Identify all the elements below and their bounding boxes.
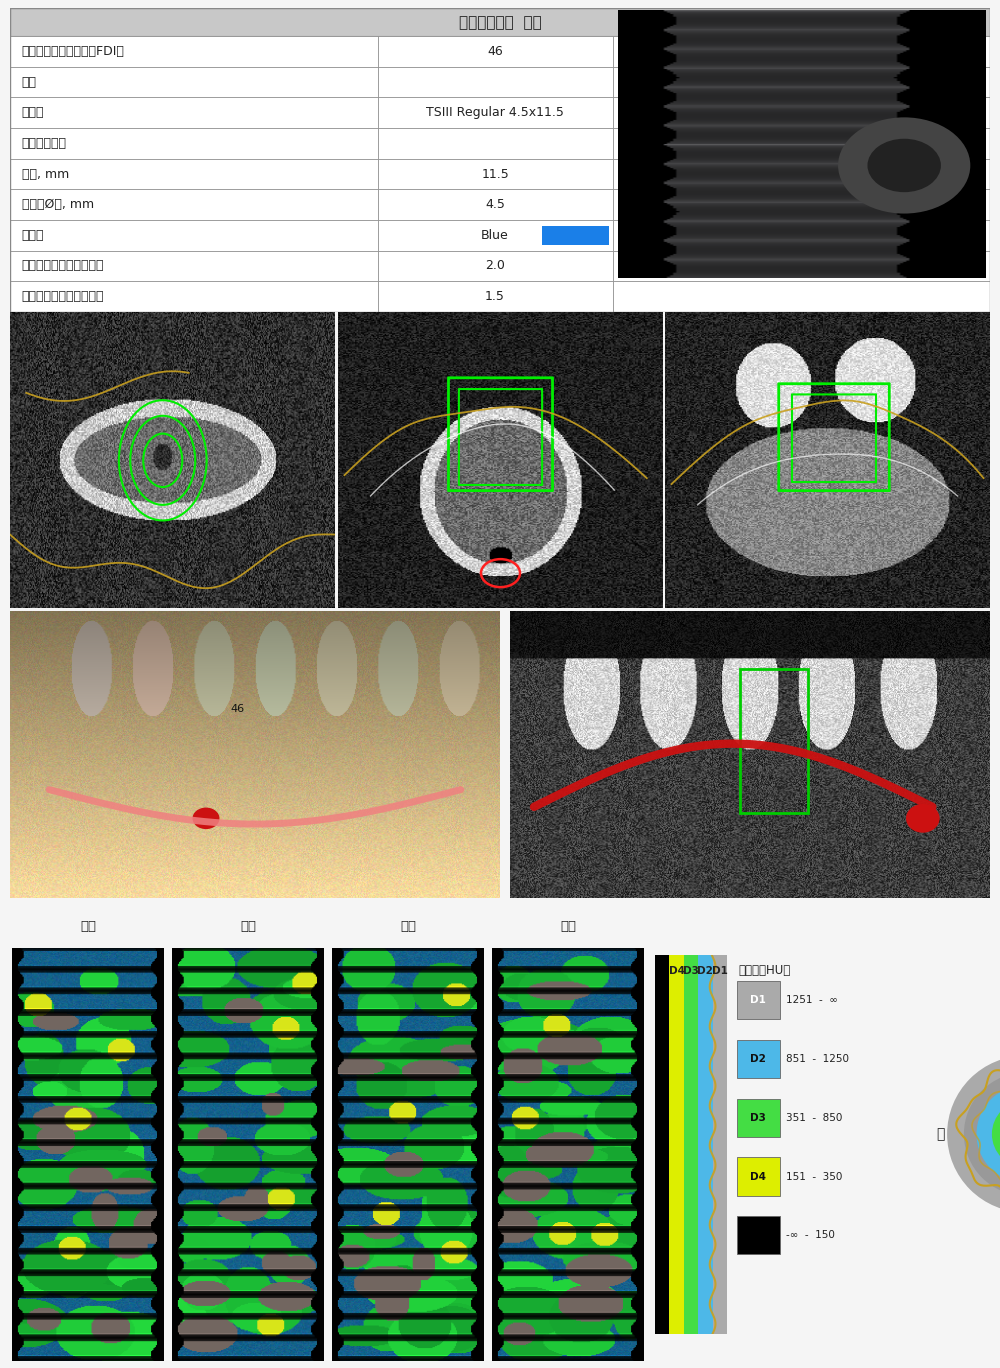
Text: 351  -  850: 351 - 850 bbox=[786, 1112, 842, 1123]
Text: 製作: 製作 bbox=[22, 75, 37, 89]
Ellipse shape bbox=[906, 804, 940, 833]
Text: 近心: 近心 bbox=[240, 921, 256, 933]
Bar bbox=[613, 189, 990, 220]
Bar bbox=[378, 97, 613, 129]
Bar bbox=[378, 159, 613, 189]
Bar bbox=[737, 1040, 780, 1078]
Text: D3: D3 bbox=[750, 1112, 766, 1123]
Bar bbox=[10, 159, 378, 189]
Text: D2: D2 bbox=[750, 1055, 766, 1064]
Text: オーダー番号: オーダー番号 bbox=[22, 137, 67, 150]
Text: D3: D3 bbox=[683, 966, 699, 977]
Bar bbox=[378, 67, 613, 97]
Circle shape bbox=[947, 1056, 1000, 1212]
Text: カラー: カラー bbox=[22, 228, 44, 242]
Text: 直径（Ø）, mm: 直径（Ø）, mm bbox=[22, 198, 94, 211]
Text: D4: D4 bbox=[750, 1171, 766, 1182]
Bar bbox=[378, 189, 613, 220]
Text: 1251  -  ∞: 1251 - ∞ bbox=[786, 996, 838, 1005]
Bar bbox=[613, 129, 990, 159]
Bar bbox=[713, 955, 727, 1334]
Bar bbox=[684, 955, 698, 1334]
Bar bbox=[613, 220, 990, 250]
Text: D1: D1 bbox=[712, 966, 728, 977]
Bar bbox=[613, 67, 990, 97]
Text: D4: D4 bbox=[669, 966, 685, 977]
Text: 11.5: 11.5 bbox=[481, 167, 509, 181]
Text: インプラントの位置（FDI）: インプラントの位置（FDI） bbox=[22, 45, 125, 57]
Bar bbox=[10, 8, 990, 36]
Text: -∞  -  150: -∞ - 150 bbox=[786, 1230, 835, 1241]
Text: 颌側: 颌側 bbox=[80, 921, 96, 933]
Bar bbox=[10, 129, 378, 159]
Bar bbox=[613, 97, 990, 129]
Text: 安全ゾーン「半径距離」: 安全ゾーン「半径距離」 bbox=[22, 290, 104, 304]
Bar bbox=[10, 282, 378, 312]
Text: インプラント  情報: インプラント 情報 bbox=[459, 15, 541, 30]
Bar bbox=[737, 1099, 780, 1137]
Bar bbox=[378, 220, 613, 250]
Text: 851  -  1250: 851 - 1250 bbox=[786, 1055, 849, 1064]
Bar bbox=[10, 250, 378, 282]
Bar bbox=[737, 1216, 780, 1254]
Bar bbox=[655, 955, 669, 1334]
Circle shape bbox=[964, 1073, 1000, 1196]
Bar bbox=[10, 67, 378, 97]
Bar bbox=[10, 36, 378, 67]
Text: 長さ, mm: 長さ, mm bbox=[22, 167, 69, 181]
Bar bbox=[542, 226, 609, 245]
Text: 1.5: 1.5 bbox=[485, 290, 505, 304]
Text: 安全ゾーン「先端距離」: 安全ゾーン「先端距離」 bbox=[22, 260, 104, 272]
Circle shape bbox=[838, 118, 970, 213]
Text: 舌側: 舌側 bbox=[400, 921, 416, 933]
Bar bbox=[613, 36, 990, 67]
Bar bbox=[10, 220, 378, 250]
Circle shape bbox=[867, 138, 941, 192]
Bar bbox=[698, 955, 713, 1334]
Text: タイプ: タイプ bbox=[22, 107, 44, 119]
Text: 46: 46 bbox=[230, 705, 245, 714]
Text: Blue: Blue bbox=[481, 228, 509, 242]
Bar bbox=[613, 159, 990, 189]
Text: TSIII Regular 4.5x11.5: TSIII Regular 4.5x11.5 bbox=[426, 107, 564, 119]
Bar bbox=[10, 189, 378, 220]
Text: 骨密度（HU）: 骨密度（HU） bbox=[739, 964, 791, 977]
Circle shape bbox=[992, 1100, 1000, 1168]
Ellipse shape bbox=[193, 807, 219, 829]
Bar bbox=[613, 282, 990, 312]
Text: 46: 46 bbox=[487, 45, 503, 57]
Bar bbox=[737, 1157, 780, 1196]
Text: 151  -  350: 151 - 350 bbox=[786, 1171, 842, 1182]
Circle shape bbox=[976, 1085, 1000, 1183]
Text: 遠心: 遠心 bbox=[560, 921, 576, 933]
Text: 近: 近 bbox=[936, 1127, 944, 1141]
Bar bbox=[10, 97, 378, 129]
Bar bbox=[378, 282, 613, 312]
Bar bbox=[378, 36, 613, 67]
Bar bbox=[378, 250, 613, 282]
Text: 2.0: 2.0 bbox=[485, 260, 505, 272]
Text: 4.5: 4.5 bbox=[485, 198, 505, 211]
Bar bbox=[740, 669, 808, 813]
Bar bbox=[737, 981, 780, 1019]
Bar bbox=[669, 955, 684, 1334]
Bar bbox=[613, 250, 990, 282]
Text: D2: D2 bbox=[697, 966, 713, 977]
Text: D1: D1 bbox=[750, 996, 766, 1005]
Bar bbox=[378, 129, 613, 159]
